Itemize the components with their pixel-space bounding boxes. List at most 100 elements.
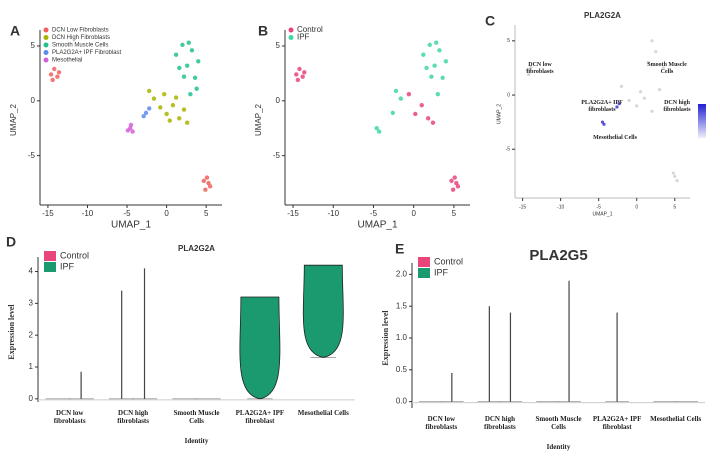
point (164, 111, 169, 117)
x-tick-label: -10 (82, 209, 94, 218)
point (432, 63, 437, 68)
point (413, 111, 418, 117)
x-tick-label: 0 (411, 209, 416, 218)
y-axis-label: Expression level (381, 310, 390, 366)
point (173, 95, 179, 100)
point (374, 126, 379, 131)
chart-title: PLA2G2A (584, 11, 621, 20)
point (398, 96, 404, 101)
y-tick-label: -5 (28, 151, 36, 160)
point (295, 77, 301, 83)
panel-label: E (395, 241, 404, 257)
point (443, 59, 449, 64)
y-tick-label: 1.5 (396, 301, 408, 310)
point (128, 122, 134, 128)
point (390, 110, 395, 116)
point (430, 120, 436, 125)
panel-label: D (6, 234, 16, 250)
annotation: Mesothelial Cells (593, 135, 637, 141)
point (527, 72, 531, 77)
violin (239, 296, 281, 400)
x-tick-label: -5 (123, 209, 131, 218)
point (635, 104, 639, 108)
legend-marker (288, 35, 294, 40)
x-tick-label: -10 (557, 204, 564, 210)
point (455, 184, 461, 189)
x-tick-label: -15 (519, 204, 526, 210)
x-tick-label: Smooth Muscle Cells (173, 409, 220, 425)
point (201, 178, 206, 184)
legend-label: IPF (434, 267, 449, 277)
point (55, 74, 60, 79)
point (194, 86, 199, 91)
point (206, 180, 211, 186)
y-tick-label: 3 (29, 298, 34, 307)
annotation: PLA2G2A+ IPF fibroblasts (581, 100, 623, 113)
legend-swatch (418, 257, 430, 267)
x-tick-label: -10 (327, 209, 339, 218)
point (529, 65, 533, 69)
chart-title: PLA2G2A (178, 244, 215, 253)
y-axis-label: UMAP_2 (254, 103, 263, 136)
point (181, 107, 187, 112)
point (650, 39, 654, 43)
point (602, 122, 606, 126)
y-tick-label: -5 (273, 151, 281, 160)
x-tick-label: DCN low fibroblasts (53, 409, 86, 425)
legend-swatch (418, 268, 430, 278)
point (427, 42, 432, 48)
point (130, 129, 135, 134)
legend-marker (43, 35, 49, 40)
y-tick-label: 4 (29, 267, 34, 276)
x-axis-label: Identity (184, 437, 209, 445)
point (189, 48, 195, 53)
point (650, 109, 654, 113)
point (525, 68, 529, 72)
point (454, 180, 459, 186)
y-tick-label: 0 (29, 394, 34, 403)
point (167, 118, 172, 123)
legend-label: Control (297, 25, 323, 34)
point (419, 102, 424, 108)
legend-label: Smooth Muscle Cells (52, 43, 108, 49)
point (642, 96, 646, 100)
point (452, 175, 457, 180)
point (646, 60, 650, 65)
point (429, 74, 434, 79)
point (141, 113, 146, 119)
point (177, 116, 182, 121)
x-tick-label: 5 (673, 204, 676, 210)
y-tick-label: 5 (507, 38, 510, 44)
point (170, 102, 176, 108)
legend-label: DCN Low Fibroblasts (52, 28, 109, 34)
y-tick-label: 0.0 (396, 397, 408, 406)
x-tick-label: PLA2G2A+ IPF fibroblast (235, 409, 285, 425)
point (654, 50, 658, 54)
point (48, 72, 54, 77)
point (406, 92, 412, 97)
y-tick-label: 0 (31, 96, 36, 105)
point (188, 92, 193, 97)
panel-label: B (258, 23, 268, 39)
panel-label: A (10, 23, 20, 39)
point (302, 70, 307, 75)
point (661, 66, 665, 70)
annotation: Smooth Muscle Cells (647, 62, 687, 75)
panel-label: C (485, 13, 495, 29)
legend-label: Control (60, 250, 89, 260)
point (196, 59, 201, 64)
point (173, 52, 179, 57)
x-tick-label: Mesothelial Cells (297, 409, 349, 417)
legend-label: PLA2G2A+ IPF Fibroblast (52, 50, 122, 56)
point (675, 179, 679, 183)
x-axis-label: Identity (546, 443, 571, 451)
point (151, 96, 157, 101)
legend-marker (43, 50, 49, 55)
point (207, 184, 213, 189)
point (125, 128, 131, 133)
annotation: DCN low fibroblasts (526, 62, 554, 75)
y-tick-label: 5 (31, 41, 36, 50)
point (52, 66, 57, 72)
